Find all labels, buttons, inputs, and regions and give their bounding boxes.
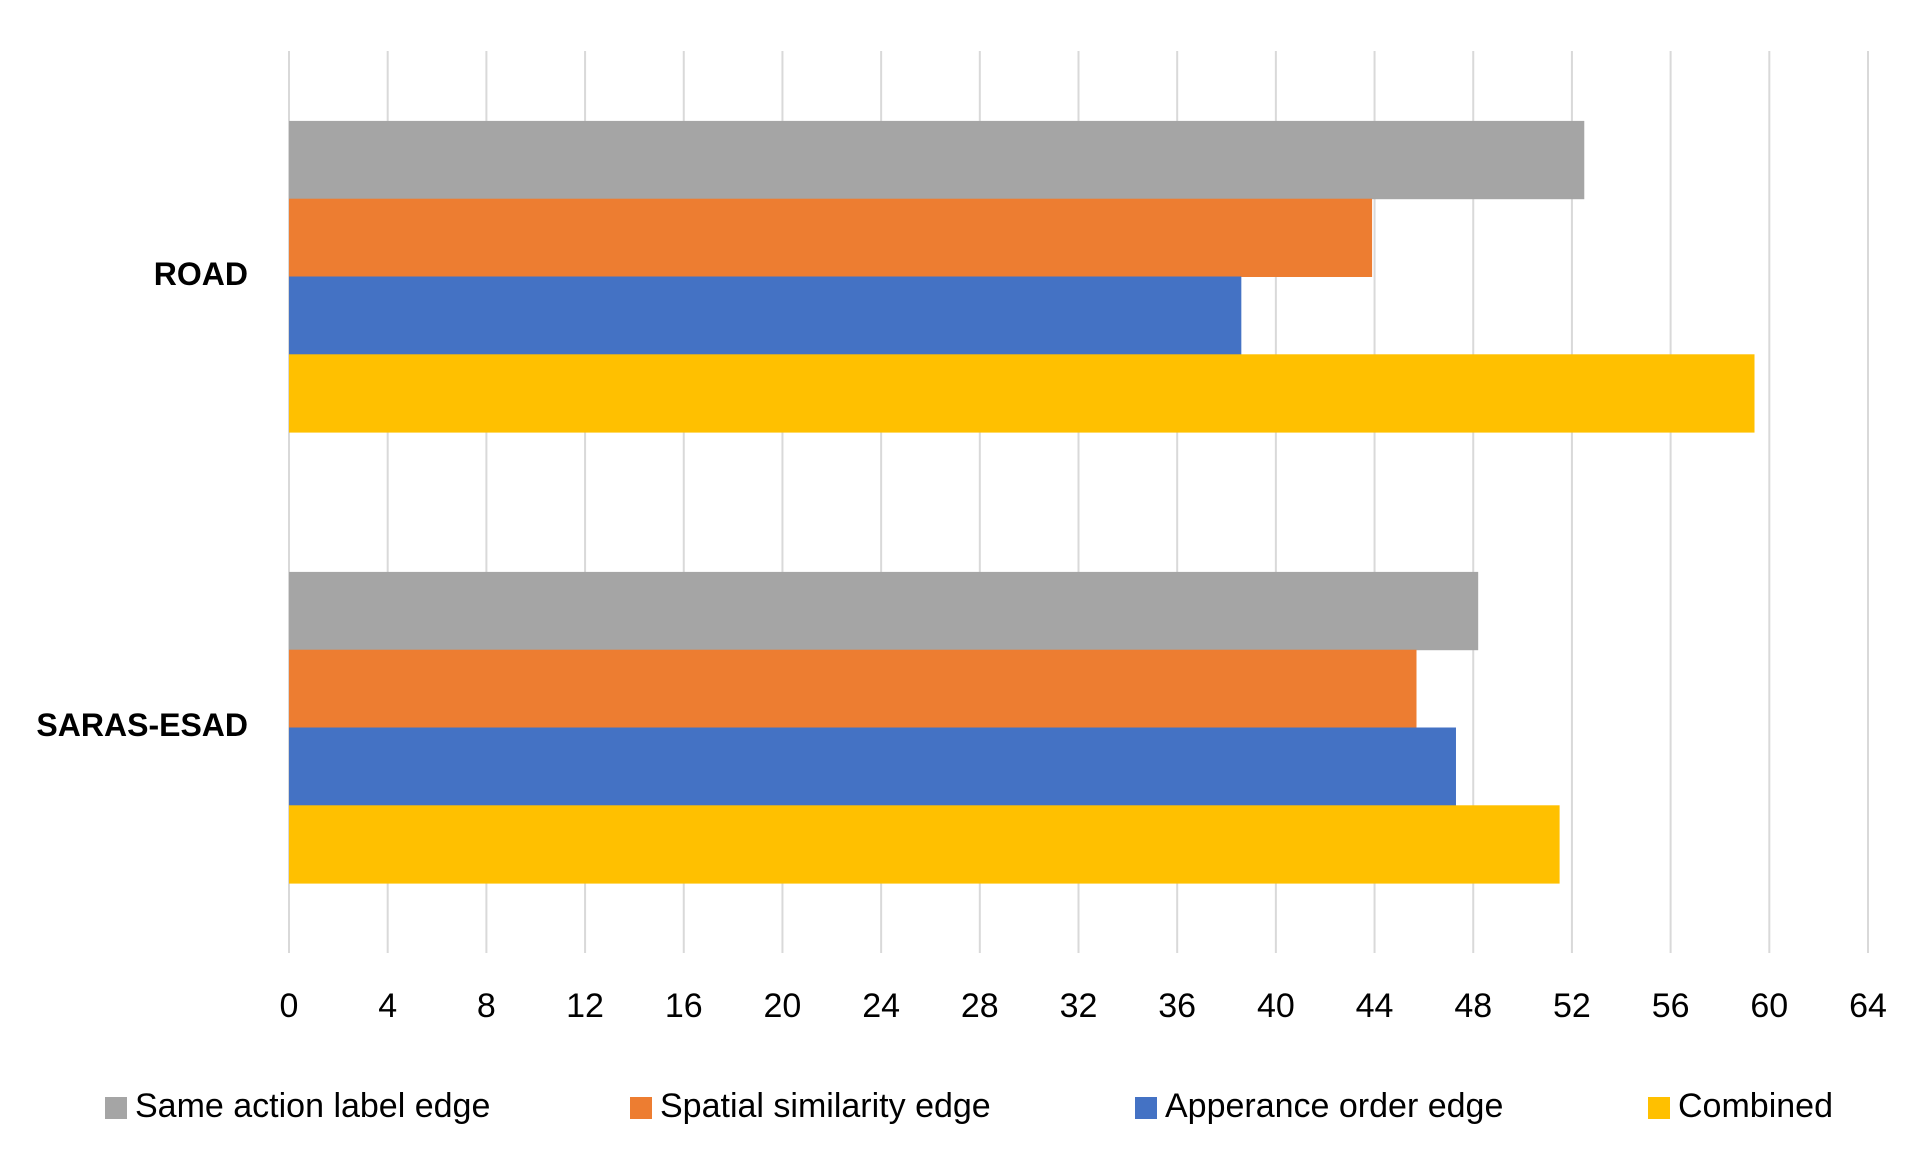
bar — [289, 571, 1479, 651]
category-label: ROAD — [154, 256, 248, 292]
legend-label: Spatial similarity edge — [660, 1087, 991, 1125]
x-tick-label: 28 — [961, 987, 999, 1025]
x-tick-label: 64 — [1849, 987, 1887, 1025]
x-tick-label: 52 — [1553, 987, 1591, 1025]
x-tick-label: 20 — [764, 987, 802, 1025]
bar — [289, 805, 1560, 884]
x-tick-label: 24 — [862, 987, 900, 1025]
x-tick-label: 16 — [665, 987, 703, 1025]
legend-swatch — [105, 1097, 127, 1119]
legend-label: Apperance order edge — [1165, 1087, 1503, 1125]
legend-label: Combined — [1678, 1087, 1833, 1125]
x-tick-label: 12 — [566, 987, 604, 1025]
category-label: SARAS-ESAD — [36, 707, 248, 743]
bar — [289, 120, 1585, 200]
x-tick-label: 8 — [477, 987, 496, 1025]
x-tick-label: 44 — [1356, 987, 1394, 1025]
bar — [289, 727, 1456, 806]
legend-swatch — [1648, 1097, 1670, 1119]
x-tick-label: 56 — [1652, 987, 1690, 1025]
legend-label: Same action label edge — [135, 1087, 490, 1125]
x-tick-label: 32 — [1060, 987, 1098, 1025]
bar — [289, 198, 1373, 277]
x-tick-label: 60 — [1750, 987, 1788, 1025]
x-tick-label: 40 — [1257, 987, 1295, 1025]
legend-swatch — [1135, 1097, 1157, 1119]
bar — [289, 649, 1417, 728]
bar — [289, 354, 1755, 433]
x-tick-label: 4 — [378, 987, 397, 1025]
x-tick-label: 48 — [1454, 987, 1492, 1025]
bar — [289, 276, 1242, 355]
x-tick-label: 0 — [280, 987, 299, 1025]
x-tick-label: 36 — [1158, 987, 1196, 1025]
legend-swatch — [630, 1097, 652, 1119]
